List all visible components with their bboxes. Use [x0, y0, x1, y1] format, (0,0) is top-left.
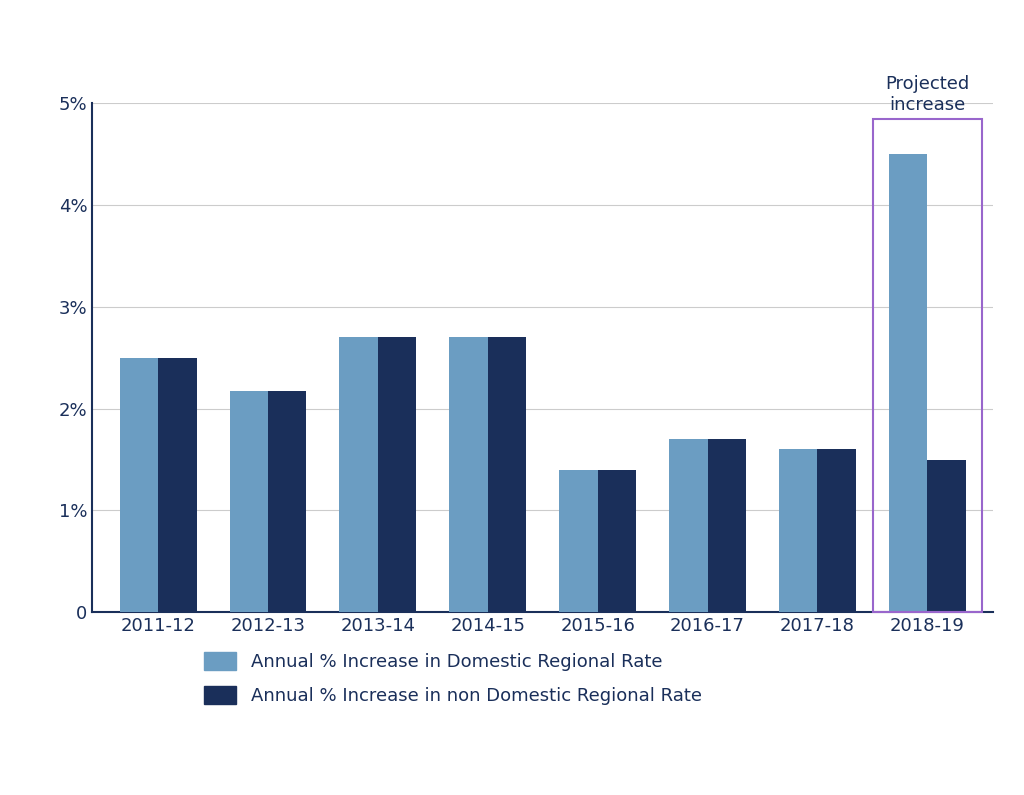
Bar	[158, 358, 197, 612]
Bar	[339, 337, 378, 612]
Bar	[928, 460, 966, 612]
Bar	[120, 358, 158, 612]
Bar	[559, 470, 598, 612]
Bar	[487, 337, 526, 612]
Legend: Annual % Increase in Domestic Regional Rate, Annual % Increase in non Domestic R: Annual % Increase in Domestic Regional R…	[204, 652, 701, 705]
Bar	[889, 154, 928, 612]
Text: Projected
increase: Projected increase	[885, 75, 970, 114]
Bar	[817, 449, 856, 612]
Bar	[598, 470, 636, 612]
Bar	[708, 439, 746, 612]
Bar	[779, 449, 817, 612]
Bar	[268, 391, 306, 612]
Bar	[229, 391, 268, 612]
Bar	[378, 337, 417, 612]
Bar	[669, 439, 708, 612]
Bar	[450, 337, 487, 612]
